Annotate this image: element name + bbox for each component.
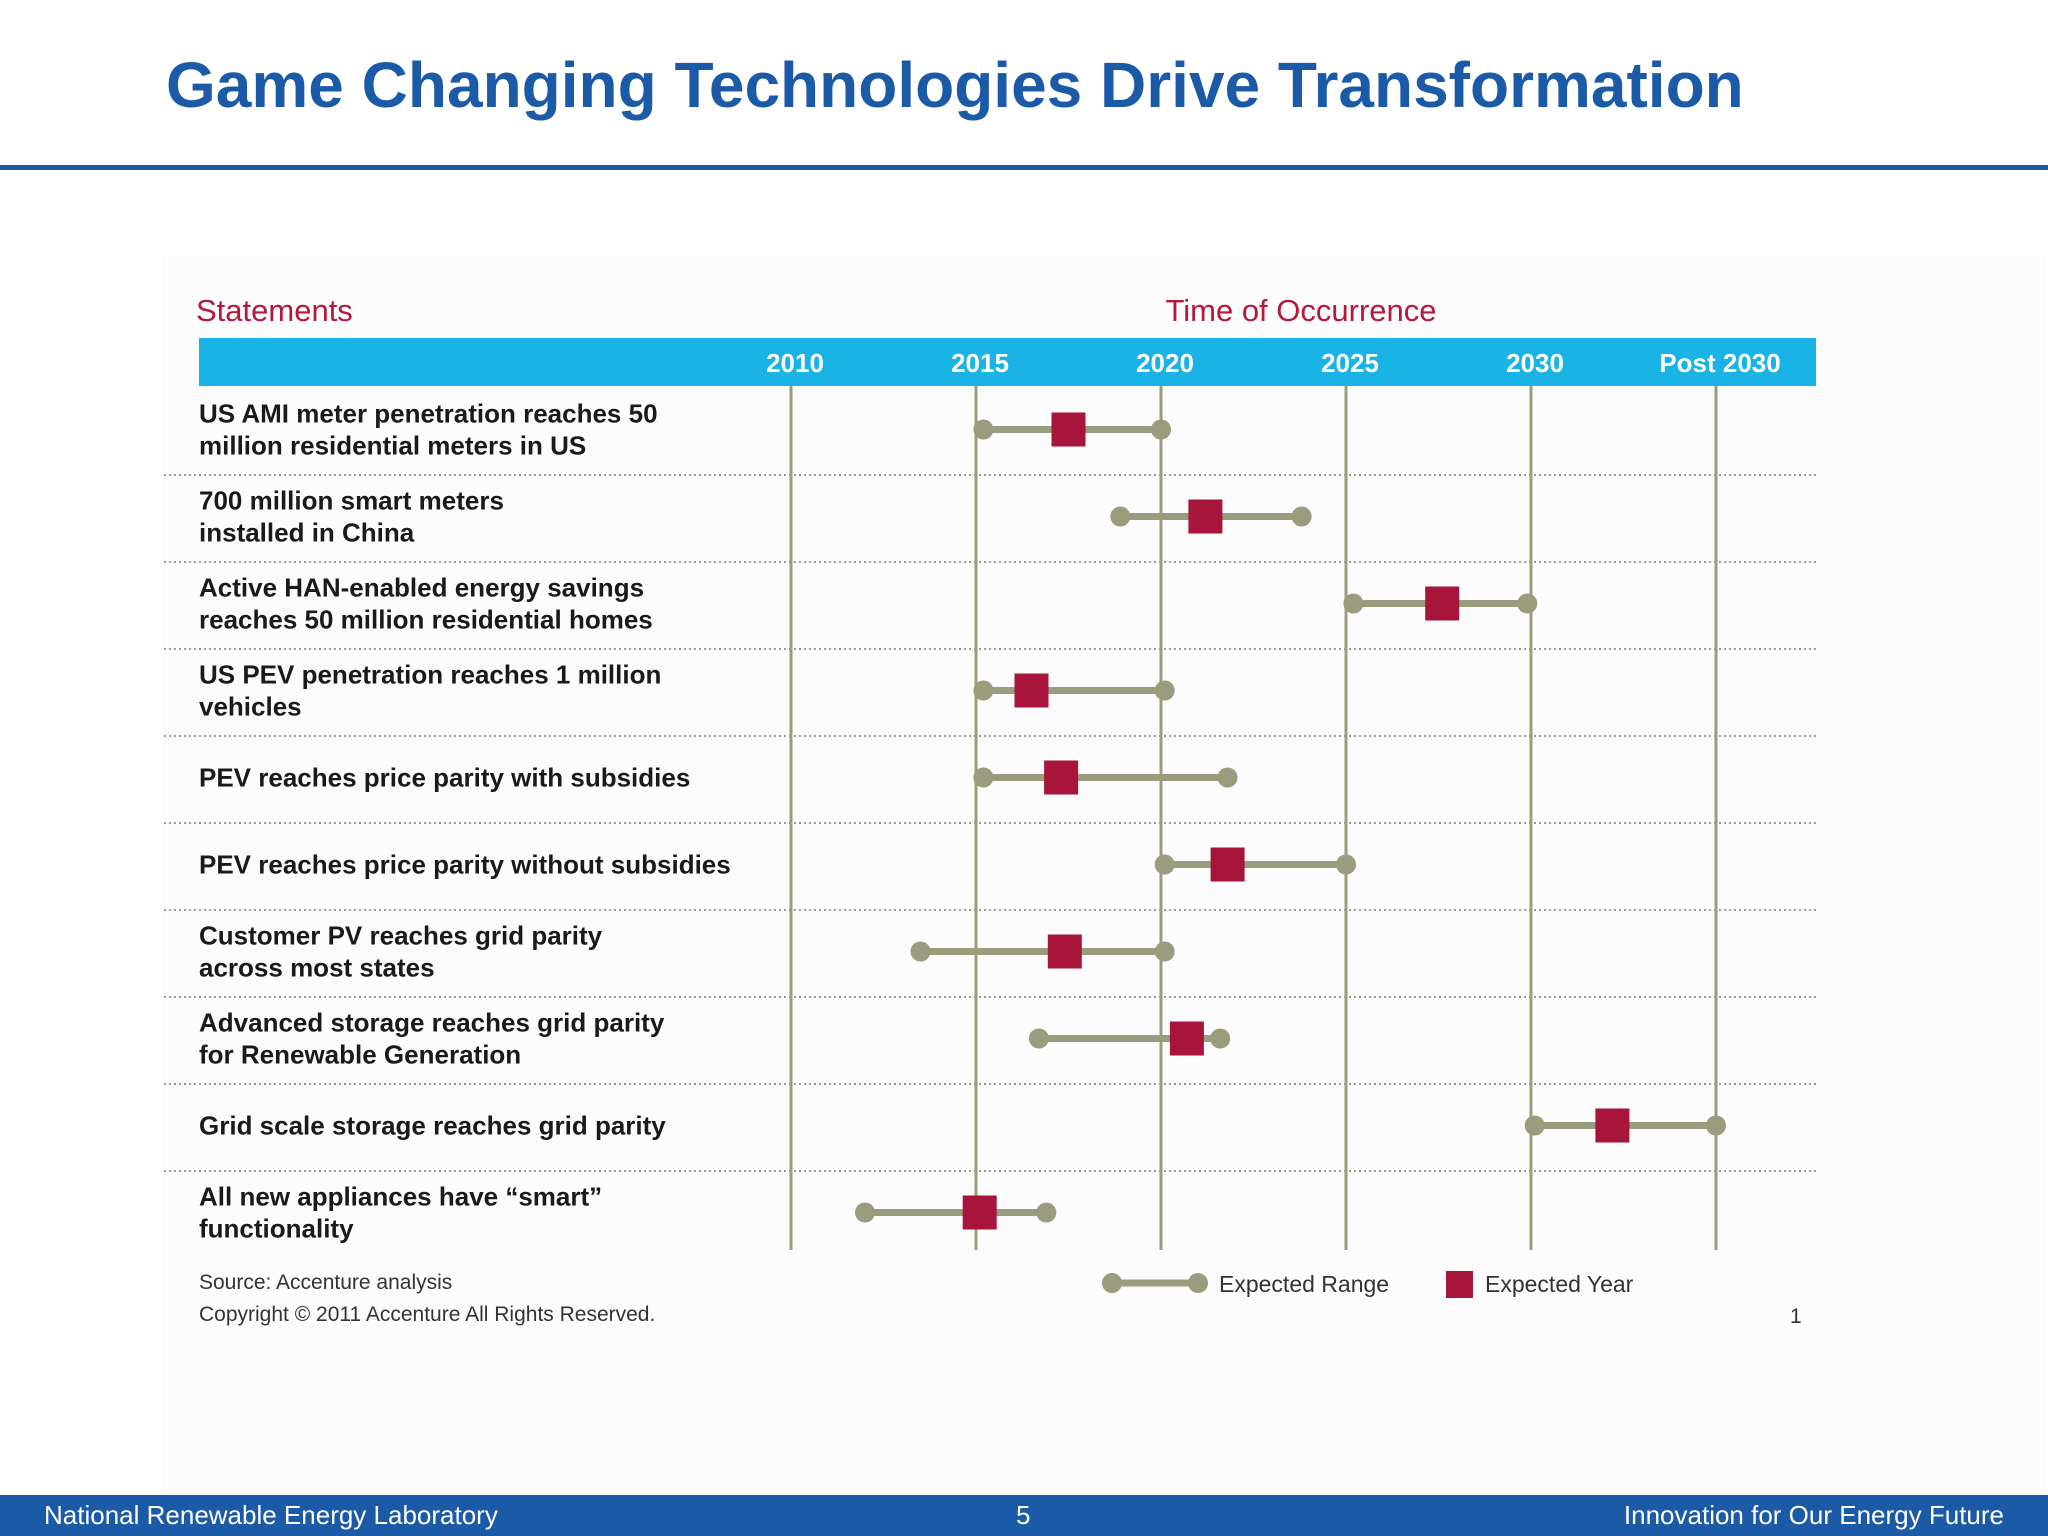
figure-number: 1	[1790, 1305, 1802, 1328]
range-start-dot	[1110, 506, 1131, 527]
legend-year-label: Expected Year	[1485, 1271, 1634, 1297]
footer-tagline: Innovation for Our Energy Future	[1623, 1500, 2004, 1530]
range-end-dot	[1517, 593, 1538, 614]
year-tick-label: 2010	[766, 348, 824, 378]
year-tick-label: 2020	[1136, 348, 1194, 378]
statement-label: vehicles	[199, 692, 302, 722]
statement-label: All new appliances have “smart”	[199, 1182, 602, 1212]
range-end-dot	[1036, 1202, 1057, 1223]
range-end-dot	[1336, 854, 1356, 875]
legend-range-dot-start	[1102, 1273, 1122, 1293]
expected-year-marker	[1425, 586, 1460, 621]
expected-year-marker	[962, 1195, 997, 1230]
footer-page-number: 5	[1016, 1500, 1031, 1530]
expected-year-marker	[1210, 847, 1245, 882]
range-end-dot	[1151, 419, 1171, 440]
range-start-dot	[910, 941, 931, 962]
expected-year-marker	[1044, 760, 1079, 795]
statement-label: Advanced storage reaches grid parity	[199, 1008, 665, 1038]
legend-range-label: Expected Range	[1219, 1271, 1389, 1297]
expected-year-marker	[1595, 1108, 1630, 1143]
statement-label: reaches 50 million residential homes	[199, 605, 653, 635]
expected-year-marker	[1051, 412, 1086, 447]
statement-label: Active HAN-enabled energy savings	[199, 573, 644, 603]
range-start-dot	[973, 680, 994, 701]
footer-bar: National Renewable Energy Laboratory 5 I…	[0, 1495, 2048, 1536]
statement-label: functionality	[199, 1214, 354, 1244]
legend-year-swatch	[1446, 1271, 1473, 1298]
statement-label: million residential meters in US	[199, 431, 586, 461]
range-start-dot	[1524, 1115, 1545, 1136]
range-end-dot	[1706, 1115, 1726, 1136]
statement-label: Grid scale storage reaches grid parity	[199, 1111, 666, 1141]
range-start-dot	[1028, 1028, 1049, 1049]
expected-year-marker	[1047, 934, 1082, 969]
expected-year-marker	[1014, 673, 1049, 708]
statement-label: across most states	[199, 953, 435, 983]
range-end-dot	[1154, 941, 1175, 962]
timeline-chart: Statements Time of Occurrence 2010 2015 2020…	[163, 293, 1816, 1328]
title-rule	[0, 165, 2048, 170]
source-note: Source: Accenture analysis	[199, 1271, 452, 1294]
expected-year-marker	[1188, 499, 1223, 534]
range-start-dot	[973, 767, 994, 788]
footer-organization: National Renewable Energy Laboratory	[44, 1500, 498, 1530]
range-end-dot	[1210, 1028, 1231, 1049]
statement-label: 700 million smart meters	[199, 486, 504, 516]
chart-figure: Statements Time of Occurrence 2010 2015 2020…	[163, 255, 2045, 1495]
statement-label: US AMI meter penetration reaches 50	[199, 399, 658, 429]
statement-label: Customer PV reaches grid parity	[199, 921, 603, 951]
year-tick-label: 2025	[1321, 348, 1379, 378]
time-heading: Time of Occurrence	[1165, 293, 1436, 328]
statement-label: installed in China	[199, 518, 415, 548]
copyright-note: Copyright © 2011 Accenture All Rights Re…	[199, 1303, 655, 1326]
range-start-dot	[973, 419, 994, 440]
year-tick-label: 2015	[951, 348, 1009, 378]
statement-label: PEV reaches price parity without subsidi…	[199, 850, 731, 880]
statement-label: PEV reaches price parity with subsidies	[199, 763, 690, 793]
expected-year-marker	[1169, 1021, 1204, 1056]
range-start-dot	[1154, 854, 1175, 875]
range-end-dot	[1217, 767, 1238, 788]
statements-heading: Statements	[196, 293, 353, 328]
range-end-dot	[1291, 506, 1312, 527]
statement-label: for Renewable Generation	[199, 1040, 521, 1070]
statement-label: US PEV penetration reaches 1 million	[199, 660, 661, 690]
range-start-dot	[1343, 593, 1364, 614]
slide-title: Game Changing Technologies Drive Transfo…	[166, 49, 1744, 121]
year-header-band	[199, 338, 1816, 386]
range-start-dot	[855, 1202, 875, 1223]
range-end-dot	[1154, 680, 1175, 701]
year-tick-label: Post 2030	[1659, 348, 1780, 378]
legend-range-dot-end	[1188, 1273, 1208, 1293]
year-tick-label: 2030	[1506, 348, 1564, 378]
